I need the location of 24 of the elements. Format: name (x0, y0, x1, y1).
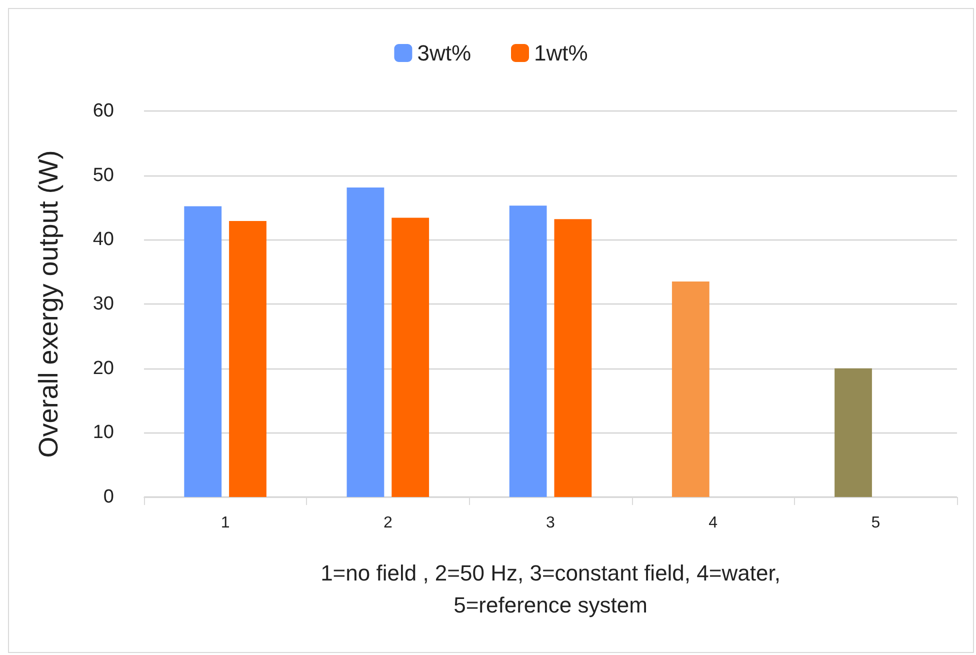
y-tick-label: 50 (92, 164, 114, 186)
x-tick-label: 5 (871, 514, 880, 532)
legend-label: 3wt% (417, 40, 471, 66)
y-tick-label: 10 (92, 422, 114, 444)
y-tick-label: 40 (92, 229, 114, 250)
y-tick-label: 30 (92, 294, 114, 314)
legend-label: 1wt% (534, 40, 588, 66)
x-tick-label: 1 (220, 514, 230, 532)
bar (554, 219, 592, 497)
x-tick-label: 2 (383, 514, 392, 532)
bar (184, 206, 222, 497)
y-tick-label: 0 (103, 486, 114, 508)
bar (392, 218, 430, 497)
x-tick-label: 3 (546, 514, 556, 532)
x-axis-title: 1=no field , 2=50 Hz, 3=constant field, 4=water, 5=reference system (320, 560, 780, 618)
y-axis-title: Overall exergy output (W) (34, 150, 64, 458)
x-tick-label: 4 (708, 514, 718, 532)
bar (834, 368, 872, 497)
y-tick-label: 60 (92, 100, 114, 122)
bar (672, 281, 710, 497)
bar (346, 188, 384, 497)
bar (229, 221, 266, 497)
bar (509, 206, 547, 497)
y-tick-label: 20 (92, 358, 114, 379)
